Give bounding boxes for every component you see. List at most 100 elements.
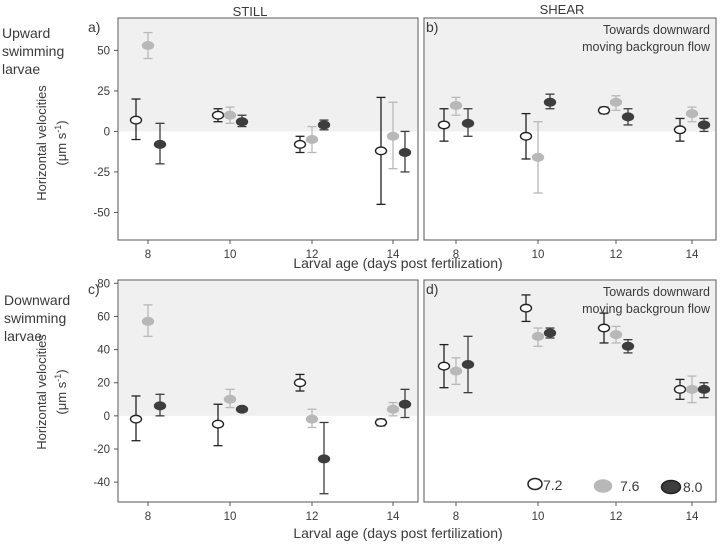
panel-b-series-7-2-point <box>673 125 687 135</box>
legend-marker-7-6 <box>593 479 613 493</box>
panel-a-y-tick-label: 25 <box>97 86 110 98</box>
panels: a) -50 -25 0 25 50 8 10 12 14 b) 8 10 12 14 c) -40 -20 0 20… <box>88 17 717 523</box>
panel-d-frame <box>423 279 717 503</box>
panel-b-series-7-2-point <box>519 131 533 141</box>
legend: 7.2 7.6 8.0 <box>527 477 703 495</box>
panel-a-x-tick-label: 14 <box>387 249 400 261</box>
panel-c-y-tick-label: 0 <box>104 411 110 423</box>
panel-c-x-tick-label: 8 <box>145 511 151 523</box>
y-axis-title-top-text: Horizontal velocities <box>34 85 49 201</box>
y-axis-title-top: Horizontal velocities <box>34 85 49 201</box>
panel-d-x-tick-label: 12 <box>610 511 623 523</box>
legend-label-7-6: 7.6 <box>620 478 640 494</box>
panel-b-series-7-2-point <box>437 120 451 130</box>
panel-b-shade <box>425 19 715 132</box>
panel-d-series-8-0-point <box>621 341 635 351</box>
panel-b-series-8-0-point <box>697 120 711 130</box>
panel-c-y-tick-label: 80 <box>97 278 110 290</box>
row-label-upward-1: Upward <box>2 25 50 41</box>
legend-label-7-2: 7.2 <box>543 477 563 493</box>
row-label-downward-3: larvae <box>4 328 42 344</box>
y-axis-unit-bottom: (μm s-1) <box>53 369 69 414</box>
panel-a-series-8-0-point <box>398 147 412 157</box>
y-axis-unit-top: (μm s-1) <box>53 120 69 165</box>
panel-d-series-7-2-point <box>437 361 451 371</box>
panel-c-x-tick-label: 14 <box>387 511 400 523</box>
x-axis-title-bottom: Larval age (days post fertilization) <box>293 525 502 541</box>
panel-d-x-tick-label: 8 <box>453 511 459 523</box>
panel-d-x-tick-label: 10 <box>532 511 545 523</box>
panel-c-series-7-6-point <box>223 394 237 404</box>
annotation-d-line1: Towards downward <box>603 285 710 299</box>
panel-a-y-tick-label: -50 <box>93 207 110 219</box>
panel-c-x-tick-label: 12 <box>306 511 319 523</box>
panel-b-series-7-6-point <box>609 97 623 107</box>
panel-c-y-tick-label: 40 <box>97 345 110 357</box>
panel-c-series-7-6-point <box>141 316 155 326</box>
panel-d-series-7-2-point <box>597 323 611 333</box>
panel-d-series-7-2-point <box>519 303 533 313</box>
panel-c-shade <box>119 281 417 416</box>
panel-a-series-7-6-point <box>305 135 319 145</box>
annotation-b-line1: Towards downward <box>603 23 710 37</box>
panel-a-x-tick-label: 10 <box>224 249 237 261</box>
panel-b-series-8-0-point <box>461 118 475 128</box>
panel-c-series-8-0-point <box>317 454 331 464</box>
panel-a-series-7-2-point <box>211 110 225 120</box>
panel-c-series-7-2-point <box>211 419 225 429</box>
panel-c-series-7-6-point <box>386 404 400 414</box>
panel-c-y-tick-label: 60 <box>97 311 110 323</box>
panel-d-series-7-2-point <box>673 384 687 394</box>
panel-c-y-tick-label: -20 <box>93 444 110 456</box>
y-axis-title-bottom-text: Horizontal velocities <box>34 334 49 450</box>
column-title-shear: SHEAR <box>540 2 585 17</box>
panel-d-series-7-6-point <box>531 331 545 341</box>
panel-b-frame <box>423 17 717 241</box>
panel-a-x-tick-label: 12 <box>306 249 319 261</box>
panel-b-x-tick-label: 12 <box>610 249 623 261</box>
x-axis-title-top: Larval age (days post fertilization) <box>293 255 502 271</box>
panel-c-label: c) <box>88 281 100 297</box>
panel-a-y-tick-label: -25 <box>93 167 110 179</box>
panel-b-series-7-6-point <box>531 152 545 162</box>
panel-c-series-8-0-point <box>398 399 412 409</box>
panel-a-series-7-2-point <box>293 139 307 149</box>
legend-marker-8-0 <box>660 479 682 495</box>
panel-c-y-tick-label: 20 <box>97 378 110 390</box>
row-label-downward-1: Downward <box>4 292 70 308</box>
panel-a-series-8-0-point <box>317 120 331 130</box>
panel-a-series-7-2-point <box>374 146 388 156</box>
panel-a-series-7-2-point <box>129 115 143 125</box>
legend-label-8-0: 8.0 <box>683 479 703 495</box>
row-label-upward-3: larvae <box>2 61 40 77</box>
panel-a-shade <box>119 19 417 132</box>
panel-b-x-tick-label: 10 <box>532 249 545 261</box>
panel-a-frame <box>117 17 419 241</box>
panel-c-series-8-0-point <box>235 404 249 414</box>
panel-b-series-8-0-point <box>543 97 557 107</box>
annotation-d-line2: moving backgroun flow <box>582 302 711 316</box>
panel-d-series-7-6-point <box>685 384 699 394</box>
panel-d-x-tick-label: 14 <box>686 511 699 523</box>
annotation-b-line2: moving backgroun flow <box>582 40 711 54</box>
panel-b-series-8-0-point <box>621 112 635 122</box>
panel-a-series-8-0-point <box>235 117 249 127</box>
y-axis-title-bottom: Horizontal velocities <box>34 334 49 450</box>
panel-d-label: d) <box>426 281 438 297</box>
panel-c-y-tick-label: -40 <box>93 477 110 489</box>
panel-c-series-7-6-point <box>305 414 319 424</box>
panel-c-series-7-2-point <box>129 414 143 424</box>
panel-c-x-tick-label: 10 <box>224 511 237 523</box>
row-label-downward-2: swimming <box>4 310 66 326</box>
panel-a-series-7-6-point <box>223 110 237 120</box>
panel-b-x-tick-label: 8 <box>453 249 459 261</box>
panel-c-series-7-2-point <box>374 417 388 427</box>
panel-a-y-tick-label: 0 <box>104 126 110 138</box>
panel-b-series-7-6-point <box>685 109 699 119</box>
panel-a-series-7-6-point <box>386 131 400 141</box>
column-title-still: STILL <box>233 4 268 19</box>
panel-c-series-8-0-point <box>153 401 167 411</box>
panel-d-series-8-0-point <box>697 384 711 394</box>
panel-a-y-tick-label: 50 <box>97 45 110 57</box>
